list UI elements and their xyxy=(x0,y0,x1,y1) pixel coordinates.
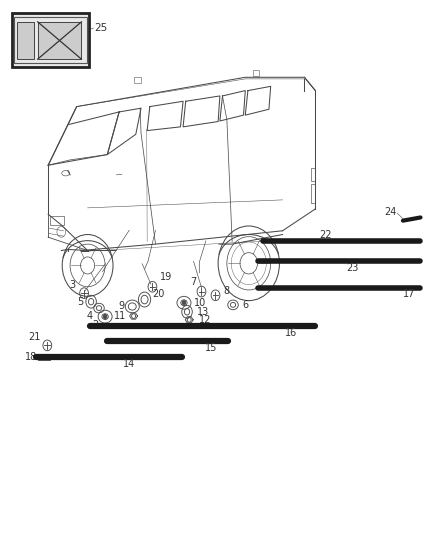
Text: 23: 23 xyxy=(346,263,358,272)
Text: 5: 5 xyxy=(77,297,83,306)
Bar xyxy=(38,22,81,59)
Text: 11: 11 xyxy=(113,311,126,321)
Text: 13: 13 xyxy=(197,307,209,317)
Bar xyxy=(38,354,50,360)
Text: 16: 16 xyxy=(285,328,297,337)
Text: 20: 20 xyxy=(152,289,165,299)
Text: 21: 21 xyxy=(28,333,41,342)
Text: 7: 7 xyxy=(190,277,196,287)
Bar xyxy=(50,216,64,225)
Text: 25: 25 xyxy=(94,23,107,33)
Bar xyxy=(253,70,259,76)
Bar xyxy=(311,168,315,181)
Text: 2: 2 xyxy=(92,320,99,330)
Text: 19: 19 xyxy=(160,272,173,282)
Bar xyxy=(14,17,87,63)
Text: 6: 6 xyxy=(243,300,249,310)
Text: 4: 4 xyxy=(86,311,92,320)
Text: 12: 12 xyxy=(199,315,211,325)
Text: 14: 14 xyxy=(123,359,135,368)
Text: 3: 3 xyxy=(69,280,75,290)
Text: 9: 9 xyxy=(118,302,124,311)
Text: 10: 10 xyxy=(194,298,206,308)
Bar xyxy=(12,13,89,67)
Bar xyxy=(134,77,141,83)
Text: 18: 18 xyxy=(25,352,37,362)
Text: 24: 24 xyxy=(384,207,396,217)
Circle shape xyxy=(103,314,107,319)
Text: 22: 22 xyxy=(320,230,332,239)
Bar xyxy=(311,184,315,203)
Bar xyxy=(17,22,34,59)
Text: 17: 17 xyxy=(403,289,415,298)
Text: 8: 8 xyxy=(223,286,230,296)
Circle shape xyxy=(182,301,186,305)
Text: 15: 15 xyxy=(205,343,217,352)
